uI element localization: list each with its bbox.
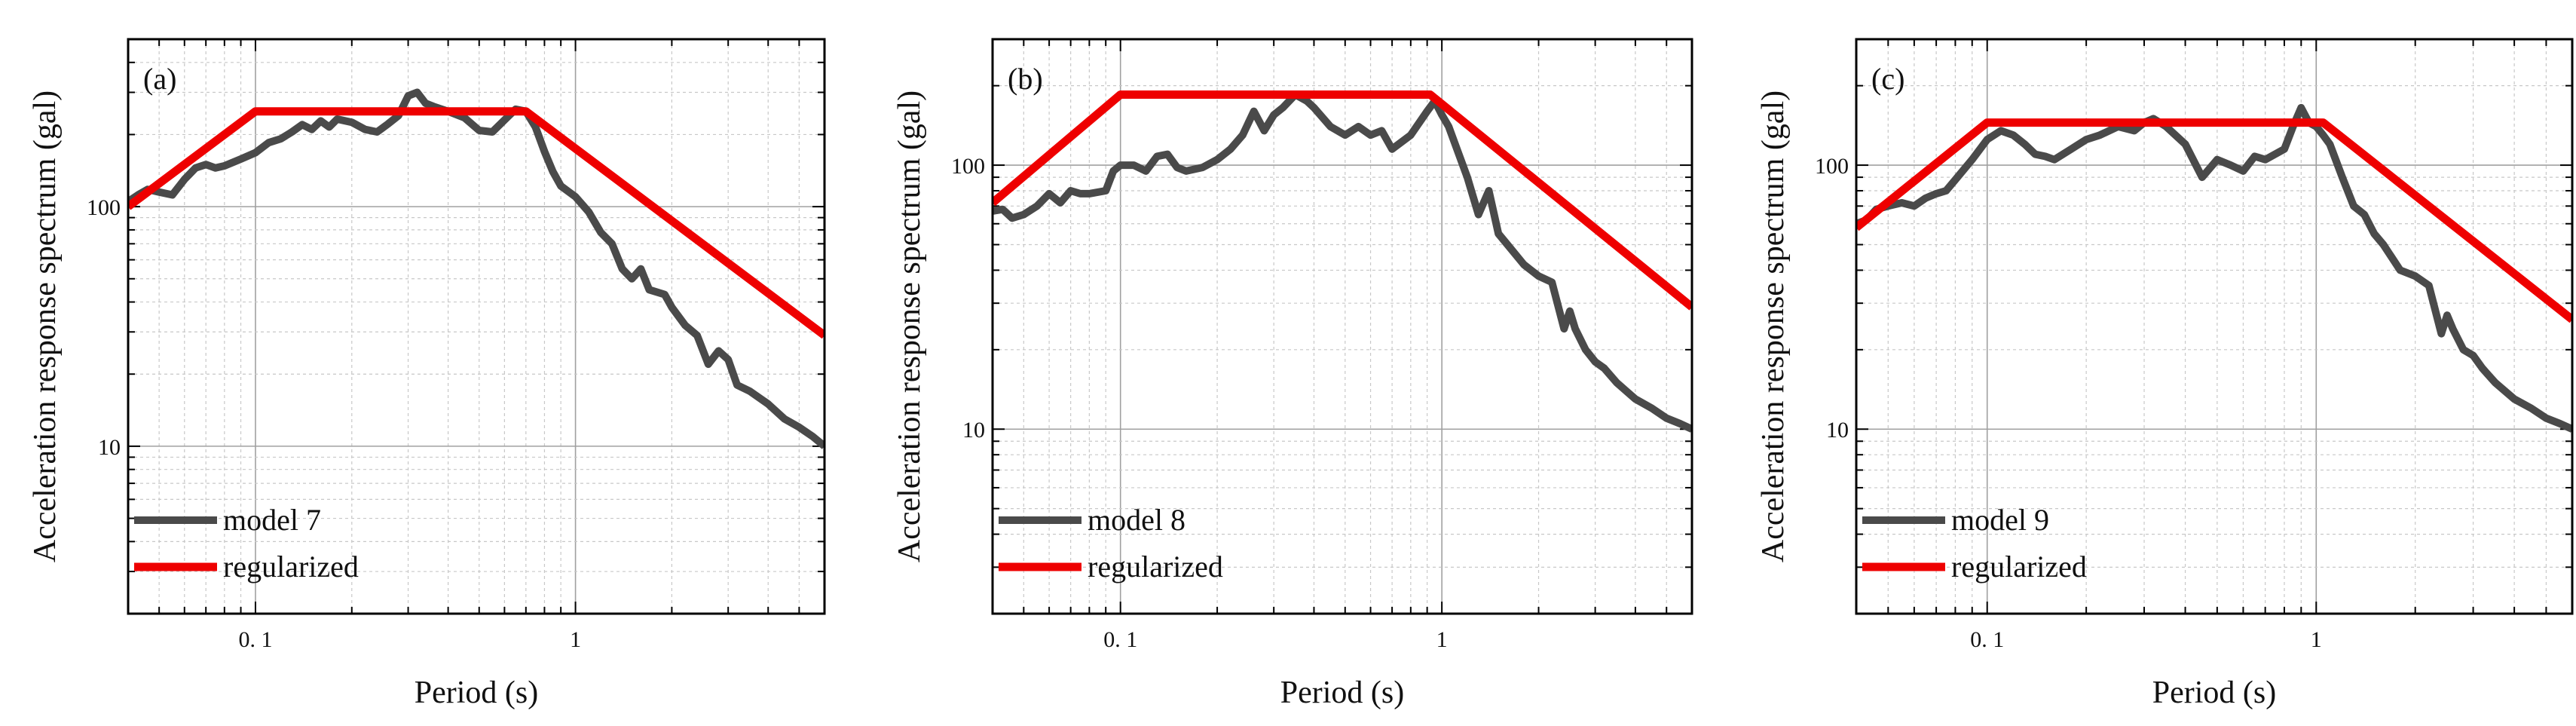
x-tick-label: 0. 1 xyxy=(1103,627,1137,652)
series-group xyxy=(128,88,825,449)
x-tick-label: 1 xyxy=(2311,627,2322,652)
legend: model 8 regularized xyxy=(999,503,1223,584)
chart-panel-3: 0. 1 1 10 100 Period (s) Acceleration respons… xyxy=(1756,38,2574,710)
y-axis-label: Acceleration response spectrum (gal) xyxy=(892,90,927,562)
model-series-line xyxy=(128,88,825,449)
plot-frame xyxy=(127,38,826,615)
plot-frame xyxy=(991,38,1693,615)
plot-frame xyxy=(1855,38,2574,615)
panel-label: (a) xyxy=(143,62,176,96)
regularized-series-line xyxy=(1856,118,2572,323)
y-tick-label: 10 xyxy=(962,418,985,443)
legend-label-regularized: regularized xyxy=(1951,550,2087,584)
model-series-line xyxy=(993,90,1692,433)
panel-label: (c) xyxy=(1871,62,1904,96)
legend-label-model: model 8 xyxy=(1088,503,1186,537)
model-series-line xyxy=(1856,103,2572,433)
y-axis-label: Acceleration response spectrum (gal) xyxy=(28,90,63,562)
x-tick-label: 0. 1 xyxy=(238,627,272,652)
legend-label-regularized: regularized xyxy=(1088,550,1223,584)
panel-label: (b) xyxy=(1008,62,1043,96)
series-group xyxy=(1856,103,2572,433)
y-axis-label: Acceleration response spectrum (gal) xyxy=(1756,90,1791,562)
x-axis-label: Period (s) xyxy=(1280,675,1404,710)
y-tick-label: 100 xyxy=(87,195,121,220)
y-tick-label: 100 xyxy=(951,154,985,179)
chart-panel-1: 0. 1 1 10 100 Period (s) Acceleration respons… xyxy=(28,38,826,710)
legend-label-model: model 9 xyxy=(1951,503,2049,537)
y-tick-label: 100 xyxy=(1815,154,1849,179)
regularized-series-line xyxy=(993,90,1692,311)
x-axis-label: Period (s) xyxy=(2152,675,2276,710)
legend: model 7 regularized xyxy=(134,503,359,584)
x-axis-label: Period (s) xyxy=(415,675,538,710)
chart-panel-2: 0. 1 1 10 100 Period (s) Acceleration respons… xyxy=(892,38,1693,710)
x-tick-label: 1 xyxy=(570,627,581,652)
series-group xyxy=(993,90,1692,433)
regularized-series-line xyxy=(128,107,825,339)
y-tick-label: 10 xyxy=(1826,418,1849,443)
x-tick-label: 0. 1 xyxy=(1970,627,2004,652)
y-tick-label: 10 xyxy=(98,435,121,460)
legend-label-model: model 7 xyxy=(223,503,321,537)
x-tick-label: 1 xyxy=(1436,627,1448,652)
legend: model 9 regularized xyxy=(1862,503,2087,584)
grid xyxy=(128,39,825,614)
legend-label-regularized: regularized xyxy=(223,550,359,584)
